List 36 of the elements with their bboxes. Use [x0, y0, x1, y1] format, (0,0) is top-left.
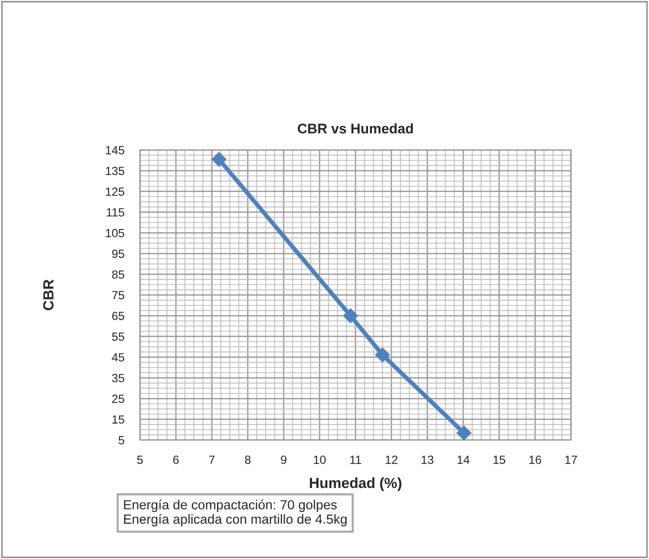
x-tick-label: 17 [565, 456, 577, 464]
y-tick-label: 65 [112, 312, 124, 320]
x-tick-label: 15 [494, 456, 506, 464]
chart-title: CBR vs Humedad [298, 123, 413, 134]
y-axis-title: CBR [43, 280, 54, 310]
y-tick-label: 105 [106, 228, 124, 238]
y-tick-label: 55 [112, 332, 124, 341]
y-tick-label: 45 [112, 353, 124, 362]
x-tick-label: 11 [350, 456, 362, 464]
y-tick-label: 115 [106, 208, 124, 217]
x-tick-label: 14 [458, 456, 470, 464]
y-tick-label: 85 [112, 270, 124, 279]
y-tick-label: 15 [112, 415, 124, 424]
x-tick-label: 10 [314, 456, 326, 464]
y-tick-label: 135 [106, 166, 124, 176]
x-tick-label: 13 [422, 456, 434, 464]
point [456, 426, 472, 440]
x-tick-label: 16 [529, 456, 542, 464]
text: Energía de compactación: 70 golpes Energía aplicada con martillo de 4.5kg [124, 500, 347, 526]
x-tick-label: 8 [244, 456, 251, 464]
y-tick-label: 125 [106, 187, 124, 196]
x-tick-label: 6 [173, 456, 179, 464]
point [343, 308, 358, 324]
y-tick-label: 5 [118, 436, 124, 444]
y-tick-label: 35 [112, 374, 124, 382]
x-tick-label: 12 [386, 456, 398, 464]
x-axis-title: Humedad (%) [310, 477, 402, 491]
y-tick-label: 95 [112, 250, 124, 258]
y-tick-label: 25 [112, 394, 124, 403]
x-tick-label: 7 [209, 456, 215, 464]
x-tick-label: 9 [280, 456, 286, 464]
point [212, 152, 226, 167]
x-tick-label: 5 [137, 456, 143, 464]
y-tick-label: 145 [106, 146, 124, 154]
y-tick-label: 75 [112, 291, 124, 300]
point [375, 347, 390, 362]
